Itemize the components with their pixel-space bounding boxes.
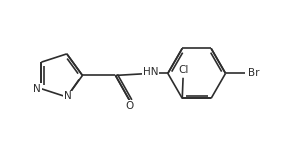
Text: Br: Br bbox=[248, 68, 259, 78]
Text: O: O bbox=[126, 101, 134, 111]
Text: Cl: Cl bbox=[178, 65, 188, 75]
Text: HN: HN bbox=[143, 67, 158, 77]
Text: N: N bbox=[64, 91, 72, 101]
Text: N: N bbox=[33, 84, 41, 94]
